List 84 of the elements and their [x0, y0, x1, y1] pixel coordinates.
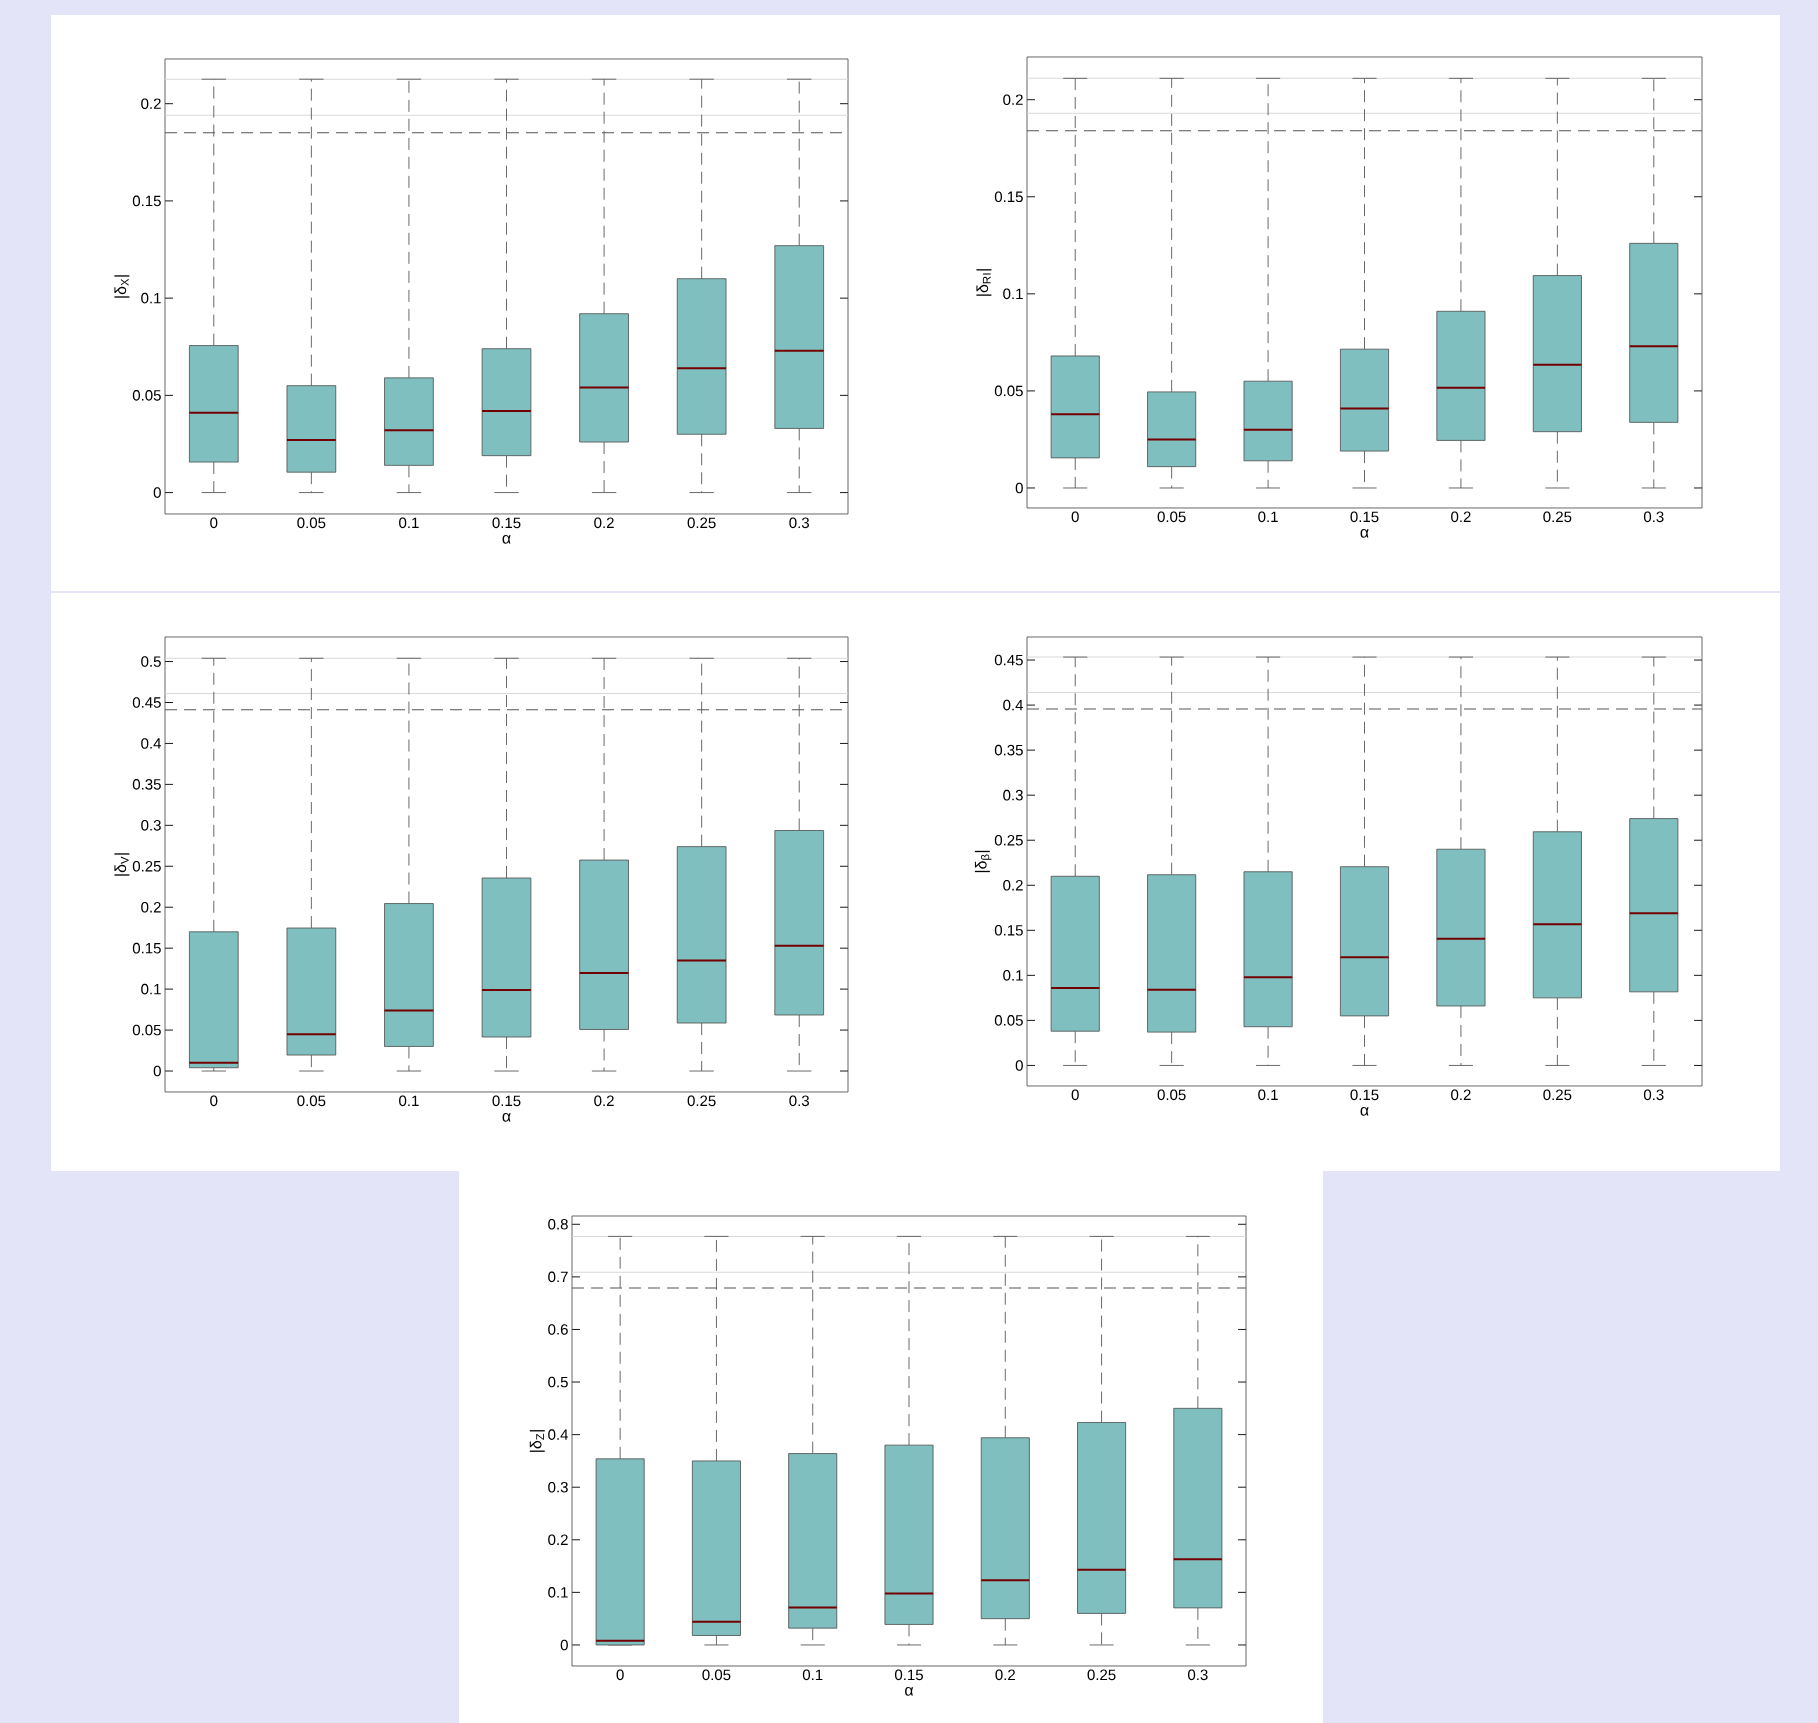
y-tick-label: 0.15 [132, 942, 161, 954]
x-axis-title: α [502, 535, 511, 544]
y-tick-label: 0.25 [132, 860, 161, 872]
y-axis-title: |δ$_{V}$| [114, 853, 130, 876]
x-tick-label: 0.05 [1157, 511, 1186, 523]
y-axis-title: |δ$_{X}$| [114, 275, 130, 298]
y-tick-label: 0.3 [548, 1481, 568, 1493]
y-tick-label: 0 [560, 1639, 568, 1651]
y-tick-label: 0.1 [1003, 288, 1023, 300]
y-tick-label: 0.45 [994, 654, 1023, 666]
y-tick-label: 0.05 [994, 1015, 1023, 1026]
x-tick-label: 0.2 [594, 1095, 614, 1107]
x-tick-label: 0.1 [1258, 1089, 1278, 1101]
x-tick-label: 0.3 [1643, 1089, 1664, 1101]
x-tick-label: 0.2 [1451, 511, 1471, 523]
y-tick-label: 0.8 [548, 1218, 568, 1230]
x-tick-label: 0.3 [1188, 1669, 1208, 1681]
y-tick-label: 0.4 [1003, 699, 1024, 711]
x-tick-label: 0.15 [492, 517, 521, 529]
x-tick-label: 0.1 [1258, 511, 1278, 523]
x-tick-label: 0.05 [1157, 1089, 1186, 1101]
y-tick-label: 0.35 [132, 779, 161, 790]
y-axis-title: |δ$_{Z}$| [529, 1430, 545, 1452]
x-tick-label: 0.25 [1087, 1669, 1116, 1681]
y-tick-label: 0.4 [548, 1429, 569, 1440]
x-tick-label: 0.1 [399, 517, 419, 529]
x-tick-label: 0 [616, 1669, 624, 1681]
x-tick-label: 0.15 [1350, 1089, 1379, 1101]
x-tick-label: 0.05 [297, 517, 326, 529]
y-tick-label: 0 [153, 1065, 161, 1077]
y-tick-label: 0 [153, 487, 161, 498]
x-tick-label: 0 [1071, 511, 1079, 523]
x-tick-label: 0 [1071, 1089, 1079, 1101]
y-tick-label: 0.15 [132, 195, 161, 207]
y-tick-label: 0.6 [548, 1324, 568, 1335]
y-tick-label: 0.05 [994, 385, 1023, 397]
y-tick-label: 0.5 [141, 656, 161, 667]
x-tick-label: 0.25 [1543, 1089, 1572, 1101]
y-tick-label: 0.15 [994, 925, 1023, 936]
x-tick-label: 0.3 [1643, 511, 1664, 523]
y-axis-title: |δ$_{RI}$| [976, 269, 992, 296]
x-axis-title: α [1360, 1107, 1369, 1116]
x-tick-label: 0.25 [687, 517, 716, 529]
x-tick-label: 0.05 [297, 1095, 326, 1107]
x-tick-label: 0.25 [687, 1095, 716, 1107]
x-tick-label: 0.05 [702, 1669, 731, 1681]
y-tick-label: 0.2 [1003, 94, 1023, 105]
y-tick-label: 0.4 [141, 738, 162, 749]
y-tick-label: 0 [1015, 482, 1023, 494]
y-tick-label: 0.3 [1003, 789, 1023, 801]
y-tick-label: 0.5 [548, 1376, 568, 1388]
y-tick-label: 0.1 [1003, 970, 1023, 981]
y-tick-label: 0.05 [132, 1024, 161, 1036]
y-tick-label: 0.2 [141, 901, 161, 913]
x-tick-label: 0.15 [492, 1095, 521, 1107]
x-tick-label: 0 [210, 1095, 218, 1107]
x-axis-title: α [502, 1113, 511, 1122]
y-axis-title: |δ$_{β}$| [974, 850, 992, 873]
y-tick-label: 0.35 [994, 744, 1023, 756]
x-tick-label: 0.15 [1350, 511, 1379, 523]
x-tick-label: 0.2 [1451, 1089, 1471, 1101]
x-tick-label: 0.1 [802, 1669, 823, 1681]
x-axis-title: α [905, 1687, 914, 1696]
x-axis-title: α [1360, 529, 1369, 538]
x-tick-label: 0.3 [789, 1095, 809, 1107]
y-tick-label: 0.7 [548, 1271, 568, 1283]
y-tick-label: 0.45 [132, 697, 161, 708]
x-tick-label: 0.15 [894, 1669, 923, 1681]
x-tick-label: 0 [210, 517, 218, 529]
y-tick-label: 0.15 [994, 191, 1023, 203]
x-tick-label: 0.1 [399, 1095, 419, 1107]
y-tick-label: 0.1 [548, 1587, 568, 1598]
y-tick-label: 0.2 [1003, 879, 1023, 891]
y-tick-label: 0.25 [994, 834, 1023, 846]
x-tick-label: 0.25 [1543, 511, 1572, 523]
y-tick-label: 0.1 [141, 983, 161, 995]
y-tick-label: 0.2 [141, 98, 161, 109]
x-tick-label: 0.2 [594, 517, 614, 529]
y-tick-label: 0.05 [132, 390, 161, 401]
x-tick-label: 0.3 [789, 517, 809, 529]
y-tick-label: 0.2 [548, 1534, 568, 1546]
y-tick-label: 0.3 [141, 820, 161, 831]
y-tick-label: 0.1 [141, 292, 161, 304]
y-tick-label: 0 [1015, 1060, 1023, 1071]
